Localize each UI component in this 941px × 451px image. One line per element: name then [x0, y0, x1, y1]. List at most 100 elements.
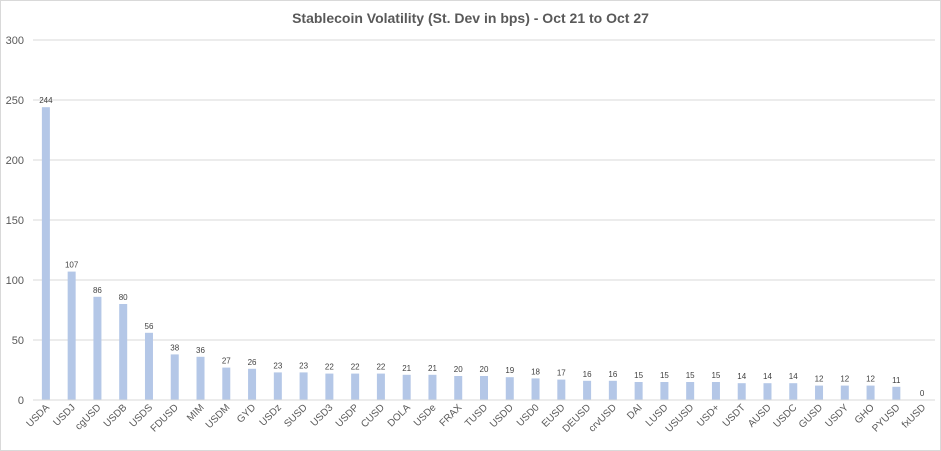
bar-fdusd	[170, 354, 179, 400]
bar-pyusd	[892, 386, 901, 400]
data-label-usdt: 14	[737, 372, 746, 381]
data-label-usdz: 23	[273, 361, 282, 370]
bar-usdd	[505, 377, 514, 400]
bar-dola	[402, 374, 411, 400]
data-label-usdy: 12	[840, 375, 849, 384]
data-label-pyusd: 11	[892, 376, 901, 385]
bar-usdj	[67, 271, 76, 400]
bars	[41, 107, 901, 400]
category-label-gyd: GYD	[235, 402, 258, 425]
bar-ausd	[763, 383, 772, 400]
data-label-usdc: 14	[789, 372, 798, 381]
bar-gho	[866, 385, 875, 400]
data-label-dai: 15	[634, 371, 643, 380]
data-label-usda: 244	[39, 96, 53, 105]
y-tick-label: 0	[18, 395, 24, 407]
category-label-usdp: USDP	[334, 402, 362, 430]
data-label-crvusd: 16	[608, 370, 617, 379]
bar-cgusd	[93, 296, 102, 400]
bar-usd+	[711, 382, 720, 400]
bar-usdm	[222, 367, 231, 400]
y-tick-label: 200	[6, 155, 24, 167]
bar-usde	[428, 374, 437, 400]
bar-usdc	[789, 383, 798, 400]
data-label-usdd: 19	[505, 366, 514, 375]
bar-lusd	[660, 382, 669, 400]
bar-tusd	[480, 376, 488, 400]
data-label-ausd: 14	[763, 372, 772, 381]
category-label-usda: USDA	[25, 402, 53, 430]
category-label-ususd: USUSD	[664, 402, 697, 435]
bar-usds	[144, 332, 153, 400]
data-label-usdb: 80	[119, 293, 128, 302]
category-label-deusd: DEUSD	[561, 402, 594, 435]
category-label-usdt: USDT	[721, 402, 748, 429]
category-label-usd0: USD0	[515, 402, 542, 429]
category-label-crvusd: crvUSD	[587, 402, 619, 434]
data-label-gyd: 26	[248, 358, 257, 367]
bar-usdt	[737, 383, 746, 400]
bar-usd0	[531, 378, 540, 400]
category-label-susd: SUSD	[282, 402, 309, 429]
y-tick-label: 150	[6, 215, 24, 227]
category-label-usdz: USDz	[258, 402, 284, 428]
data-label-usdm: 27	[222, 357, 231, 366]
data-label-lusd: 15	[660, 371, 669, 380]
bar-frax	[454, 376, 463, 400]
category-label-tusd: TUSD	[463, 402, 490, 429]
data-label-deusd: 16	[583, 370, 592, 379]
bar-usdz	[273, 372, 282, 400]
data-label-gusd: 12	[815, 375, 824, 384]
chart-title: Stablecoin Volatility (St. Dev in bps) -…	[292, 10, 649, 26]
bar-usdp	[351, 373, 360, 400]
category-label-usdc: USDC	[772, 402, 800, 430]
bar-usda	[41, 107, 50, 400]
category-label-ausd: AUSD	[746, 402, 773, 429]
bar-usdb	[119, 304, 128, 400]
category-label-usdy: USDY	[823, 402, 851, 430]
data-label-usd0: 18	[531, 367, 540, 376]
category-label-cusd: CUSD	[359, 402, 387, 430]
data-label-usd3: 22	[325, 363, 334, 372]
bar-mim	[196, 356, 205, 400]
category-label-usd+: USD+	[695, 402, 722, 429]
category-label-cgusd: cgUSD	[73, 402, 103, 432]
category-label-usdb: USDB	[102, 402, 130, 430]
bar-deusd	[583, 380, 592, 400]
data-label-cusd: 22	[376, 363, 385, 372]
data-label-fxusd: 0	[920, 389, 925, 398]
gridlines	[33, 39, 935, 341]
data-label-ususd: 15	[686, 371, 695, 380]
data-label-usd+: 15	[711, 371, 720, 380]
data-label-frax: 20	[454, 365, 463, 374]
bar-dai	[634, 382, 643, 400]
data-label-usdj: 107	[65, 261, 79, 270]
data-label-tusd: 20	[480, 365, 489, 374]
data-label-cgusd: 86	[93, 286, 102, 295]
data-label-usdp: 22	[351, 363, 360, 372]
y-tick-label: 100	[6, 275, 24, 287]
data-labels: 244 107 86 80 56 38 36 27 26 23 23 22 22 22 21 21 20 20 19…	[39, 96, 925, 398]
category-label-fdusd: FDUSD	[149, 402, 181, 434]
data-label-fdusd: 38	[170, 343, 179, 352]
y-tick-label: 300	[6, 35, 24, 47]
category-label-dola: DOLA	[386, 402, 413, 429]
y-axis-ticks: 0 50 100 150 200 250 300	[6, 35, 24, 407]
category-label-usdd: USDD	[488, 402, 516, 430]
data-label-susd: 23	[299, 361, 308, 370]
bar-usd3	[325, 373, 334, 400]
y-tick-label: 50	[12, 335, 24, 347]
data-label-dola: 21	[402, 364, 411, 373]
bar-gusd	[815, 385, 824, 400]
category-label-pyusd: PYUSD	[870, 402, 902, 434]
category-label-mim: MIM	[185, 402, 207, 424]
data-label-gho: 12	[866, 375, 875, 384]
data-label-eusd: 17	[557, 369, 566, 378]
bar-gyd	[248, 368, 257, 400]
bar-eusd	[557, 379, 566, 400]
category-label-dai: DAI	[625, 402, 645, 422]
category-label-fxusd: fxUSD	[900, 402, 928, 430]
